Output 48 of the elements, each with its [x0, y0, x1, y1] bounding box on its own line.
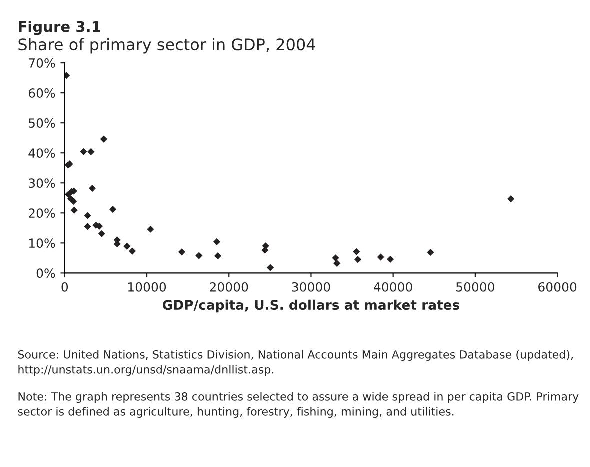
point: [387, 256, 394, 263]
point: [98, 230, 106, 238]
point: [196, 252, 203, 260]
point: [129, 248, 136, 255]
point: [84, 212, 92, 220]
point: [64, 72, 70, 80]
point: [88, 148, 95, 156]
point: [354, 256, 362, 264]
point: [109, 206, 117, 214]
x-tick-label: 30000: [292, 282, 330, 292]
y-tick-label: 30%: [29, 178, 56, 188]
chart-title: Figure 3.1: [19, 21, 100, 36]
point: [214, 252, 222, 260]
x-axis-title: GDP/capita, U.S. dollars at market rates: [162, 300, 460, 313]
point: [96, 222, 104, 230]
point: [70, 198, 78, 205]
point: [332, 254, 340, 262]
y-tick-label: 0%: [36, 268, 56, 278]
y-tick-label: 50%: [29, 118, 56, 128]
point: [334, 260, 341, 268]
source-note: Source: United Nations, Statistics Division, National Accounts Main Aggregates Database (updated), http://unstats.un.org/unsd/snaama/dnllist.asp.: [18, 350, 574, 376]
point: [377, 254, 384, 261]
x-tick-label: 10000: [128, 282, 166, 292]
chart-subtitle: Share of primary sector in GDP, 2004: [18, 38, 316, 54]
x-tick-label: 50000: [456, 282, 494, 292]
point: [84, 223, 92, 230]
point: [100, 136, 108, 143]
y-tick-label: 70%: [29, 58, 56, 68]
x-tick-label: 60000: [538, 282, 577, 292]
x-tick-label: 20000: [210, 282, 248, 292]
text: Note: The graph represents 38 countries selected to assure a wide spread in per capita GDP. Primary sector is defined as agriculture, hunting, forestry, fishing, mining, and utilities.: [18, 392, 579, 418]
point: [88, 184, 96, 192]
y-tick-label: 40%: [28, 148, 56, 158]
y-tick-label: 10%: [29, 238, 56, 248]
point: [124, 242, 131, 250]
point: [353, 248, 360, 256]
point: [70, 206, 78, 214]
x-tick-label: 0: [62, 282, 68, 292]
y-tick-label: 60%: [28, 88, 56, 98]
point: [178, 248, 186, 256]
point: [80, 148, 88, 156]
point: [427, 248, 434, 256]
x-tick-label: 40000: [374, 282, 412, 292]
point: [147, 226, 154, 233]
point: [266, 264, 274, 272]
y-tick-label: 20%: [29, 208, 56, 218]
point: [508, 196, 515, 203]
point: [213, 238, 221, 246]
